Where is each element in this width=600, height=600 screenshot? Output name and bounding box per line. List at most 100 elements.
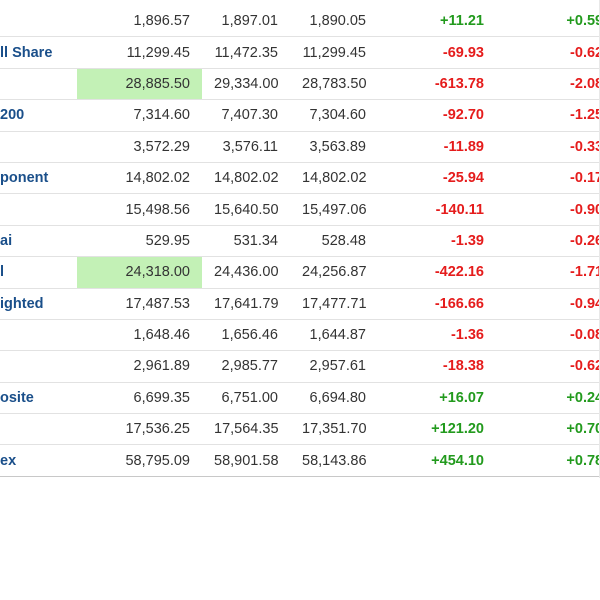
index-name-link[interactable]: l <box>0 256 77 289</box>
high-price-cell: 14,802.02 <box>202 162 290 195</box>
change-cell: -25.94 <box>378 162 496 195</box>
high-price-cell: 6,751.00 <box>202 382 290 415</box>
change-percent-cell: +0.70% <box>496 413 600 446</box>
low-price-cell: 58,143.86 <box>290 444 378 477</box>
high-price-cell: 7,407.30 <box>202 99 290 132</box>
table-row: osite6,699.356,751.006,694.80+16.07+0.24… <box>0 382 600 415</box>
low-price-cell: 17,351.70 <box>290 413 378 446</box>
last-price-cell: 14,802.02 <box>77 162 202 195</box>
last-price-cell: 1,896.57 <box>77 6 202 38</box>
last-price-cell: 2,961.89 <box>77 350 202 383</box>
high-price-cell: 24,436.00 <box>202 256 290 289</box>
change-percent-cell: -0.62% <box>496 36 600 69</box>
table-row: 2,961.892,985.772,957.61-18.38-0.62% <box>0 350 600 383</box>
change-percent-cell: -0.33% <box>496 131 600 163</box>
table-row: ex 58,795.09 58,901.58 58,143.86 +454.10 +0.7… <box>0 444 600 477</box>
indices-table-body: 1,896.571,897.011,890.05+11.21+0.59%ll S… <box>0 6 600 477</box>
change-cell: -140.11 <box>378 193 496 226</box>
last-price-cell: 6,699.35 <box>77 382 202 415</box>
low-price-cell: 528.48 <box>290 225 378 258</box>
high-price-cell: 17,641.79 <box>202 288 290 320</box>
change-percent-cell: -0.26% <box>496 225 600 258</box>
change-percent-cell: -1.25% <box>496 99 600 132</box>
indices-table: 1,896.571,897.011,890.05+11.21+0.59%ll S… <box>0 6 600 477</box>
low-price-cell: 7,304.60 <box>290 99 378 132</box>
change-percent-cell: +0.78% <box>496 444 600 477</box>
low-price-cell: 17,477.71 <box>290 288 378 320</box>
last-price-cell: 11,299.45 <box>77 36 202 69</box>
index-name-link[interactable] <box>0 350 77 383</box>
change-cell: -1.36 <box>378 319 496 352</box>
index-name-link[interactable]: ll Share <box>0 36 77 69</box>
change-percent-cell: -1.71% <box>496 256 600 289</box>
low-price-cell: 11,299.45 <box>290 36 378 69</box>
change-cell: -1.39 <box>378 225 496 258</box>
change-cell: -422.16 <box>378 256 496 289</box>
index-name-link[interactable] <box>0 131 77 163</box>
change-percent-cell: -2.08% <box>496 68 600 101</box>
table-row: ighted 17,487.53 17,641.79 17,477.71 -166.66… <box>0 288 600 320</box>
low-price-cell: 14,802.02 <box>290 162 378 195</box>
table-row: l24,318.0024,436.0024,256.87-422.16-1.71… <box>0 256 600 289</box>
change-percent-cell: -0.17% <box>496 162 600 195</box>
high-price-cell: 17,564.35 <box>202 413 290 446</box>
last-price-cell: 28,885.50 <box>77 68 202 101</box>
last-price-cell: 529.95 <box>77 225 202 258</box>
index-name-link[interactable] <box>0 319 77 352</box>
change-percent-cell: -0.90% <box>496 193 600 226</box>
low-price-cell: 15,497.06 <box>290 193 378 226</box>
index-name-link[interactable] <box>0 6 77 38</box>
index-name-link[interactable]: ighted <box>0 288 77 320</box>
low-price-cell: 24,256.87 <box>290 256 378 289</box>
change-cell: +121.20 <box>378 413 496 446</box>
change-cell: -11.89 <box>378 131 496 163</box>
table-row: 1,896.571,897.011,890.05+11.21+0.59% <box>0 6 600 38</box>
last-price-cell: 24,318.00 <box>77 256 202 289</box>
low-price-cell: 1,890.05 <box>290 6 378 38</box>
high-price-cell: 11,472.35 <box>202 36 290 69</box>
index-name-link[interactable]: ex <box>0 444 77 477</box>
change-cell: -613.78 <box>378 68 496 101</box>
high-price-cell: 29,334.00 <box>202 68 290 101</box>
last-price-cell: 7,314.60 <box>77 99 202 132</box>
change-cell: +11.21 <box>378 6 496 38</box>
high-price-cell: 15,640.50 <box>202 193 290 226</box>
change-cell: +454.10 <box>378 444 496 477</box>
high-price-cell: 58,901.58 <box>202 444 290 477</box>
high-price-cell: 2,985.77 <box>202 350 290 383</box>
index-name-link[interactable] <box>0 413 77 446</box>
index-name-link[interactable]: ai <box>0 225 77 258</box>
last-price-cell: 58,795.09 <box>77 444 202 477</box>
last-price-cell: 17,487.53 <box>77 288 202 320</box>
change-percent-cell: -0.08% <box>496 319 600 352</box>
last-price-cell: 3,572.29 <box>77 131 202 163</box>
change-cell: -166.66 <box>378 288 496 320</box>
change-percent-cell: +0.24% <box>496 382 600 415</box>
last-price-cell: 15,498.56 <box>77 193 202 226</box>
index-name-link[interactable] <box>0 193 77 226</box>
high-price-cell: 531.34 <box>202 225 290 258</box>
last-price-cell: 1,648.46 <box>77 319 202 352</box>
low-price-cell: 2,957.61 <box>290 350 378 383</box>
last-price-cell: 17,536.25 <box>77 413 202 446</box>
table-row: 1,648.461,656.461,644.87-1.36-0.08% <box>0 319 600 352</box>
table-row: 3,572.293,576.113,563.89-11.89-0.33% <box>0 131 600 163</box>
high-price-cell: 3,576.11 <box>202 131 290 163</box>
change-cell: -18.38 <box>378 350 496 383</box>
index-name-link[interactable] <box>0 68 77 101</box>
low-price-cell: 6,694.80 <box>290 382 378 415</box>
index-name-link[interactable]: ponent <box>0 162 77 195</box>
change-percent-cell: -0.62% <box>496 350 600 383</box>
index-name-link[interactable]: osite <box>0 382 77 415</box>
low-price-cell: 3,563.89 <box>290 131 378 163</box>
table-row: ponent 14,802.02 14,802.02 14,802.02 -25.94-… <box>0 162 600 195</box>
index-name-link[interactable]: 200 <box>0 99 77 132</box>
change-percent-cell: -0.94% <box>496 288 600 320</box>
low-price-cell: 28,783.50 <box>290 68 378 101</box>
change-cell: -69.93 <box>378 36 496 69</box>
